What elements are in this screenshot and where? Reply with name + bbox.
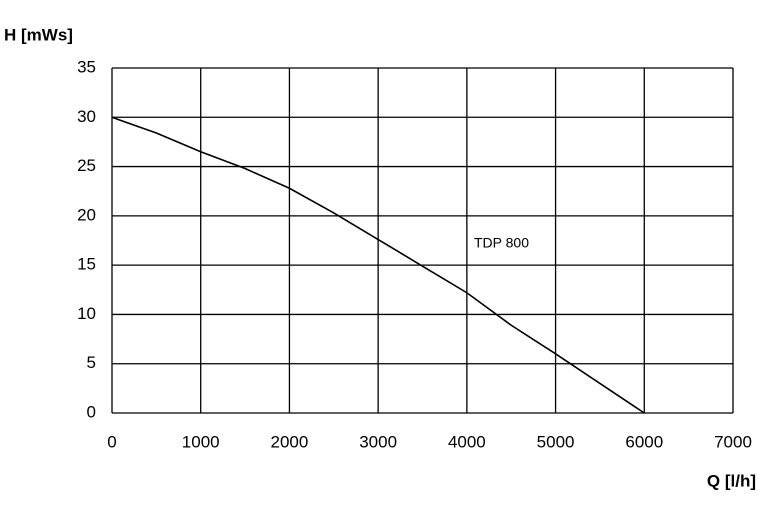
x-tick-label: 2000	[271, 432, 309, 451]
y-tick-label: 30	[77, 107, 96, 126]
x-tick-label: 5000	[537, 432, 575, 451]
y-axis-title: H [mWs]	[4, 25, 73, 44]
x-tick-label: 6000	[625, 432, 663, 451]
x-axis-title: Q [l/h]	[707, 471, 756, 490]
y-tick-label: 5	[87, 353, 96, 372]
y-tick-label: 25	[77, 156, 96, 175]
y-tick-label: 0	[87, 402, 96, 421]
y-tick-label: 10	[77, 304, 96, 323]
x-tick-label: 1000	[182, 432, 220, 451]
x-tick-label: 3000	[359, 432, 397, 451]
x-tick-label: 4000	[448, 432, 486, 451]
y-tick-label: 35	[77, 57, 96, 76]
x-tick-label: 7000	[714, 432, 752, 451]
y-tick-label: 15	[77, 255, 96, 274]
series-label: TDP 800	[474, 235, 529, 251]
line	[111, 116, 645, 414]
x-tick-label: 0	[107, 432, 116, 451]
y-tick-label: 20	[77, 205, 96, 224]
